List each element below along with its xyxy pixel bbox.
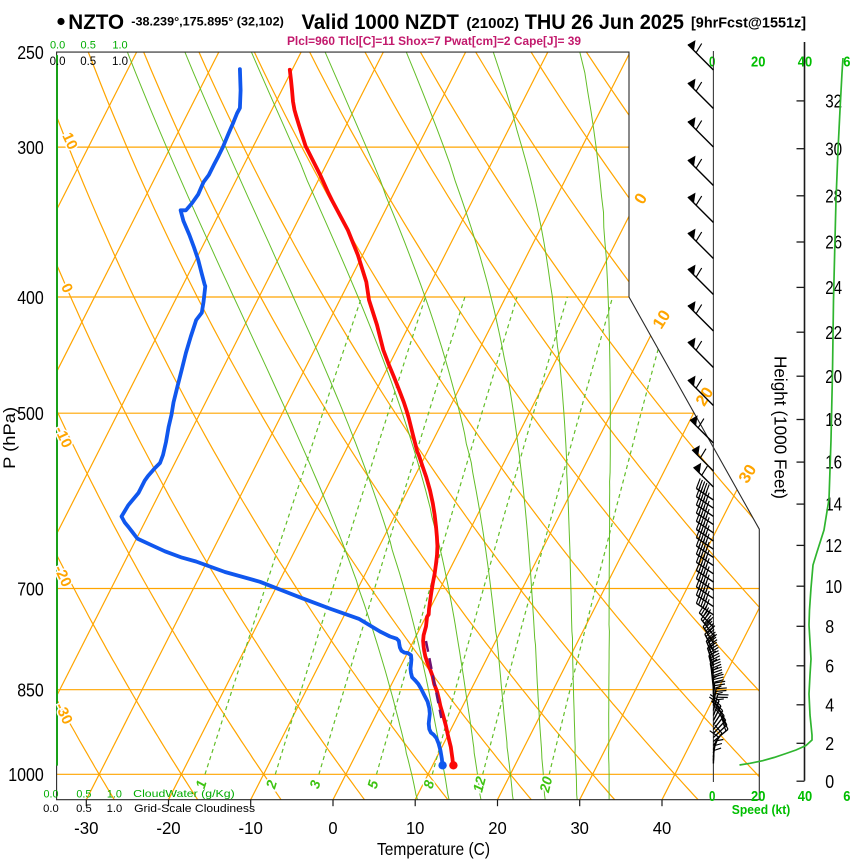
svg-text:20: 20 [751,53,765,70]
svg-text:THU 26 Jun 2025: THU 26 Jun 2025 [525,11,685,34]
svg-text:Grid-Scale Cloudiness: Grid-Scale Cloudiness [134,803,256,815]
svg-text:Plcl=960 Tlcl[C]=11 Shox=7 Pwa: Plcl=960 Tlcl[C]=11 Shox=7 Pwat[cm]=2 Ca… [287,34,581,48]
svg-text:0.5: 0.5 [76,789,91,801]
svg-text:10: 10 [825,577,842,597]
svg-text:0: 0 [825,772,834,792]
svg-text:12: 12 [825,536,842,556]
svg-text:20: 20 [536,775,556,795]
svg-text:26: 26 [825,233,842,253]
svg-text:[9hrFcst@1551z]: [9hrFcst@1551z] [691,14,806,31]
svg-text:Speed (kt): Speed (kt) [732,802,791,817]
svg-text:6: 6 [825,656,834,676]
svg-text:16: 16 [825,453,842,473]
svg-text:60: 60 [843,53,850,70]
svg-text:12: 12 [469,775,488,794]
svg-text:20: 20 [751,788,765,805]
svg-text:-30: -30 [74,818,99,838]
svg-text:700: 700 [17,579,44,599]
svg-text:20: 20 [488,818,507,838]
svg-text:0.0: 0.0 [43,803,59,815]
svg-text:(2100Z): (2100Z) [466,16,519,32]
svg-text:10: 10 [406,818,425,838]
svg-text:20: 20 [825,367,842,387]
svg-text:1.0: 1.0 [107,789,122,801]
svg-text:28: 28 [825,186,842,206]
svg-text:1.0: 1.0 [112,39,127,51]
svg-text:-20: -20 [156,818,181,838]
svg-text:500: 500 [17,404,44,424]
svg-text:NZTO: NZTO [68,11,124,34]
svg-text:30: 30 [570,818,589,838]
svg-text:60: 60 [843,788,850,805]
svg-text:0.0: 0.0 [44,789,59,801]
svg-text:40: 40 [798,788,812,805]
svg-text:-10: -10 [239,818,264,838]
svg-text:4: 4 [825,695,834,715]
svg-text:0.0: 0.0 [50,39,65,51]
svg-text:CloudWater (g/Kg): CloudWater (g/Kg) [133,788,235,800]
svg-text:Temperature (C): Temperature (C) [377,839,490,859]
svg-text:250: 250 [17,43,44,63]
svg-text:0.5: 0.5 [80,56,96,68]
svg-text:1.0: 1.0 [107,803,123,815]
svg-text:0.5: 0.5 [81,39,96,51]
svg-text:Height (1000 Feet): Height (1000 Feet) [771,356,791,499]
svg-text:-38.239°,175.895° (32,102): -38.239°,175.895° (32,102) [131,15,283,29]
svg-text:0: 0 [709,53,715,70]
svg-text:400: 400 [17,288,44,308]
svg-text:30: 30 [825,139,842,159]
svg-text:0.5: 0.5 [76,803,92,815]
svg-text:18: 18 [825,410,842,430]
svg-text:850: 850 [17,681,44,701]
svg-text:0: 0 [328,818,337,838]
svg-text:8: 8 [825,617,834,637]
svg-text:P (hPa): P (hPa) [1,407,19,469]
svg-text:2: 2 [825,734,834,754]
svg-text:40: 40 [653,818,672,838]
svg-text:32: 32 [825,92,842,112]
svg-text:0: 0 [709,788,715,805]
svg-text:300: 300 [17,138,44,158]
svg-text:1000: 1000 [8,765,44,785]
svg-text:Valid 1000 NZDT: Valid 1000 NZDT [302,11,459,34]
svg-text:1.0: 1.0 [112,56,128,68]
svg-text:0.0: 0.0 [50,56,66,68]
